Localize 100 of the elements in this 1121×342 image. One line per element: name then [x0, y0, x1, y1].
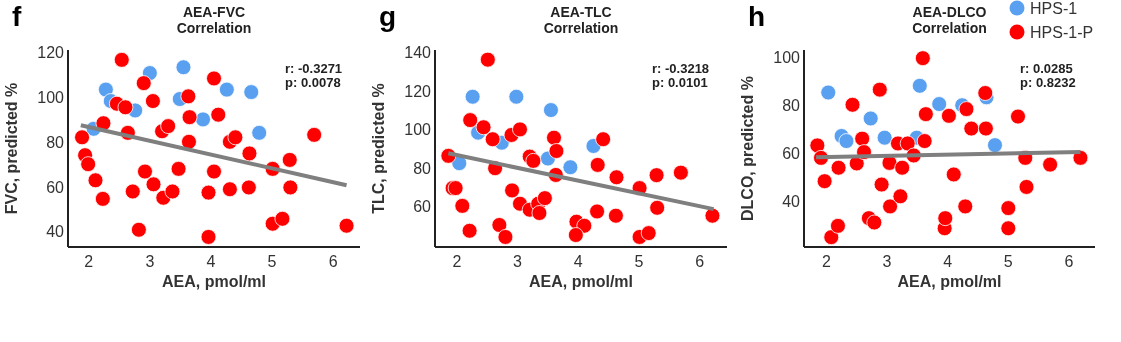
point — [548, 143, 565, 159]
x-tick-label: 6 — [695, 253, 705, 270]
text: f — [12, 1, 22, 32]
point — [940, 107, 957, 124]
point — [862, 110, 879, 127]
point — [916, 133, 933, 149]
point — [1072, 149, 1089, 166]
point — [454, 197, 471, 214]
chart-title: AEA-DLCO Correlation — [912, 4, 987, 36]
point — [704, 207, 721, 224]
point — [164, 183, 181, 200]
y-tick-label: 100 — [773, 49, 801, 67]
y-tick-label: 100 — [404, 121, 432, 139]
point — [464, 88, 481, 105]
point — [484, 131, 501, 148]
point — [640, 225, 657, 241]
point — [145, 176, 162, 193]
point — [206, 163, 222, 180]
x-axis-title: AEA, pmol/ml — [161, 273, 267, 290]
point — [137, 163, 153, 180]
point — [170, 160, 187, 177]
point — [497, 229, 514, 245]
point — [945, 166, 962, 183]
point — [338, 217, 355, 234]
point — [94, 190, 111, 207]
point — [899, 135, 916, 152]
y-axis-title: TLC, predicted % — [370, 83, 387, 214]
legend-label: HPS-1-P — [1030, 24, 1094, 41]
point — [649, 199, 666, 216]
point — [830, 159, 847, 176]
text: g — [379, 1, 397, 32]
y-tick-label: 40 — [46, 223, 65, 241]
point — [876, 129, 893, 146]
point — [1042, 156, 1059, 173]
y-axis-title: FVC, predicted % — [3, 82, 20, 215]
point — [274, 210, 291, 227]
point — [306, 126, 323, 143]
annotation: p: 0.8232 — [1020, 75, 1076, 90]
point — [892, 188, 909, 205]
point — [977, 85, 994, 101]
point — [931, 96, 948, 112]
point — [525, 152, 542, 169]
x-tick-label: 3 — [145, 253, 155, 270]
x-axis-title: AEA, pmol/ml — [897, 273, 1002, 290]
x-tick-label: 4 — [573, 253, 583, 270]
point — [546, 129, 562, 146]
point — [536, 190, 553, 207]
point — [240, 179, 257, 196]
y-tick-label: 80 — [782, 97, 801, 115]
point — [672, 164, 689, 181]
point — [227, 129, 244, 146]
point — [130, 221, 147, 238]
point — [608, 169, 625, 186]
point — [963, 120, 980, 137]
point — [873, 176, 890, 193]
point — [282, 179, 299, 196]
chart-title: AEA-TLC Correlation — [543, 4, 619, 36]
point — [854, 130, 871, 147]
point — [210, 106, 227, 123]
point — [475, 119, 492, 136]
annotation: r: -0.3271 — [285, 61, 343, 76]
annotation: p: 0.0101 — [652, 75, 708, 90]
point — [871, 81, 888, 98]
point — [567, 227, 584, 243]
point — [200, 229, 217, 245]
point — [87, 172, 104, 189]
point — [608, 207, 624, 224]
point — [648, 167, 665, 184]
y-tick-label: 80 — [413, 159, 432, 177]
point — [882, 198, 898, 215]
point — [117, 99, 134, 116]
point — [911, 77, 928, 94]
point — [160, 118, 177, 135]
point — [595, 131, 612, 148]
point — [206, 70, 222, 87]
point — [531, 205, 548, 221]
point — [243, 84, 260, 100]
x-tick-label: 5 — [267, 253, 277, 270]
y-tick-label: 60 — [413, 198, 432, 216]
annotation: r: 0.0285 — [1020, 61, 1073, 76]
point — [1000, 200, 1017, 216]
y-tick-label: 120 — [404, 82, 432, 100]
point — [135, 75, 152, 92]
x-tick-label: 2 — [84, 253, 94, 270]
y-tick-label: 100 — [37, 89, 65, 107]
x-tick-label: 2 — [821, 253, 831, 270]
y-tick-label: 140 — [404, 43, 432, 61]
y-axis-title: DLCO, predicted % — [739, 76, 756, 221]
x-tick-label: 5 — [1003, 253, 1013, 270]
point — [576, 217, 593, 234]
point — [241, 145, 258, 162]
point — [80, 156, 97, 173]
point — [145, 93, 161, 109]
x-tick-label: 4 — [943, 253, 953, 270]
point — [977, 120, 994, 137]
point — [543, 102, 559, 118]
y-tick-label: 60 — [782, 145, 801, 163]
y-tick-label: 60 — [46, 178, 65, 196]
point — [958, 101, 975, 117]
point — [491, 217, 508, 233]
